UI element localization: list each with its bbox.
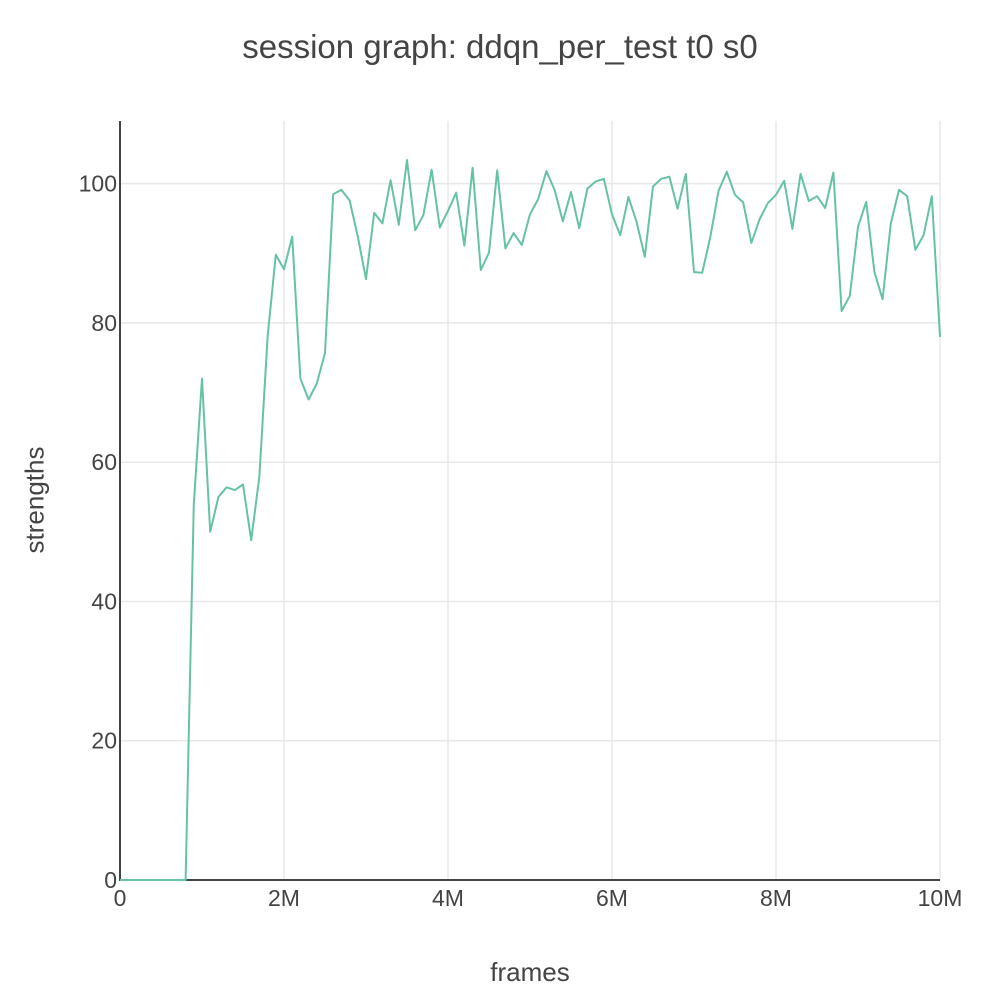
tick-labels: 0 20 40 60 80 100 0 2M 4M 6M 8M 10M	[79, 171, 963, 911]
x-tick-label: 10M	[918, 885, 963, 911]
x-tick-label: 8M	[760, 885, 792, 911]
x-tick-label: 0	[114, 885, 127, 911]
x-tick-label: 6M	[596, 885, 628, 911]
series-lines	[120, 159, 941, 881]
y-tick-label: 40	[91, 588, 117, 614]
y-tick-label: 0	[104, 867, 117, 893]
chart-title: session graph: ddqn_per_test t0 s0	[242, 28, 758, 65]
x-axis-label: frames	[490, 957, 570, 987]
series-line	[120, 159, 941, 881]
y-tick-label: 20	[91, 728, 117, 754]
y-axis-label: strengths	[19, 446, 50, 554]
y-tick-label: 100	[79, 171, 117, 197]
x-tick-label: 2M	[268, 885, 300, 911]
y-tick-label: 80	[91, 310, 117, 336]
x-tick-label: 4M	[432, 885, 464, 911]
y-tick-label: 60	[91, 449, 117, 475]
grid-lines	[120, 121, 941, 880]
axes	[119, 121, 940, 881]
